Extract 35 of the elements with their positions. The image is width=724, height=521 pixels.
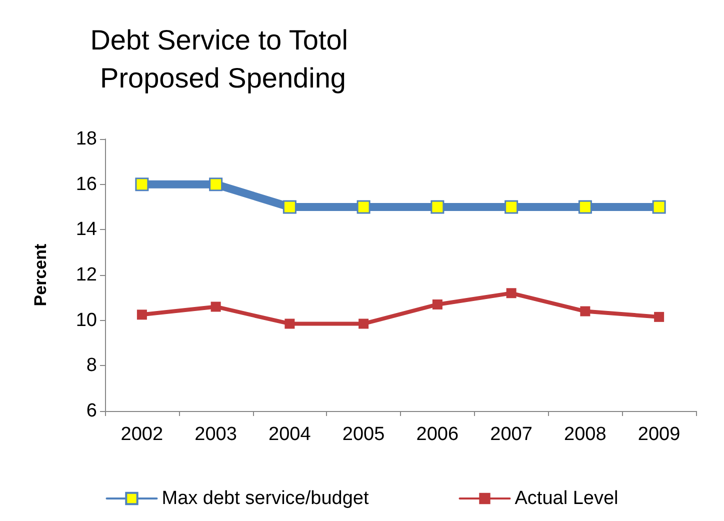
y-tick-label: 14 <box>76 219 98 240</box>
point <box>506 288 516 298</box>
point <box>284 318 295 329</box>
legend-label: Max debt service/budget <box>162 488 370 509</box>
point <box>135 178 149 192</box>
y-tick-label: 16 <box>76 174 97 195</box>
x-tick-label: 2005 <box>342 424 385 445</box>
point <box>209 178 223 192</box>
x-tick-label: 2009 <box>638 424 680 445</box>
point <box>578 200 592 214</box>
x-tick-label: 2002 <box>120 424 164 445</box>
y-tick-label: 12 <box>76 264 97 286</box>
point <box>356 200 370 214</box>
point <box>504 200 518 214</box>
chart-title: Debt Service to Totol Proposed Spending <box>90 24 356 94</box>
x-tick-label: 2003 <box>194 424 237 445</box>
point <box>430 200 444 214</box>
point <box>210 302 221 312</box>
x-tick-label: 2004 <box>268 424 312 445</box>
point <box>282 200 296 214</box>
point <box>432 299 442 310</box>
x-tick-label: 2007 <box>490 424 532 445</box>
point <box>358 318 369 329</box>
point <box>580 306 590 316</box>
y-tick-label: 10 <box>76 310 97 331</box>
y-tick-label: 8 <box>86 355 97 376</box>
point <box>654 312 664 322</box>
y-tick-label: 6 <box>86 400 97 422</box>
y-axis-title: Percent <box>31 243 50 306</box>
legend-label: Actual Level <box>514 488 618 509</box>
point <box>136 310 147 320</box>
x-tick-label: 2008 <box>564 424 606 445</box>
point <box>652 200 666 214</box>
y-tick-label: 18 <box>76 128 97 150</box>
x-tick-label: 2006 <box>416 424 459 445</box>
